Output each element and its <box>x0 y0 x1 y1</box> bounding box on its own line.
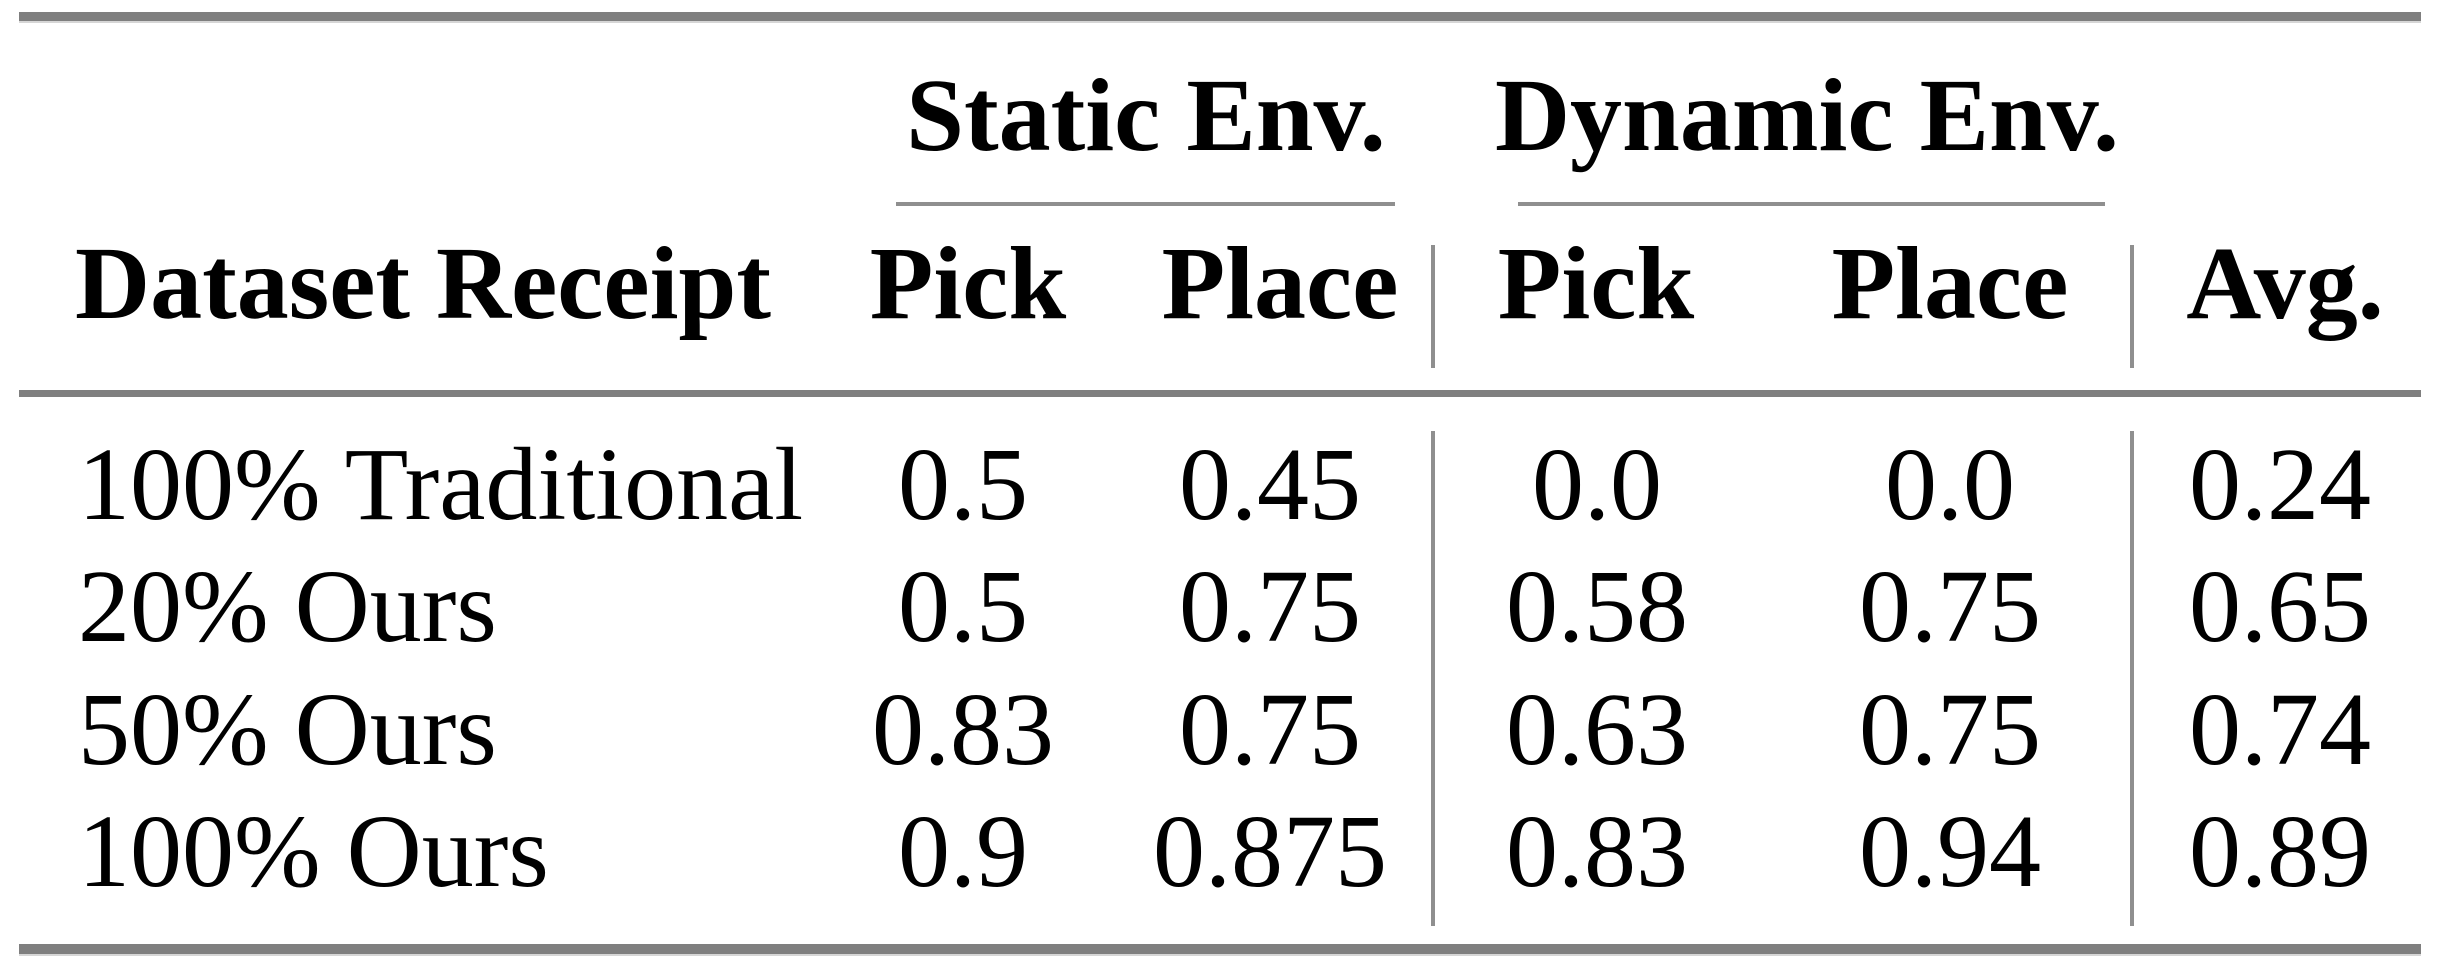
cell-static-place: 0.45 <box>1179 427 1361 542</box>
cell-dynamic-place: 0.94 <box>1859 794 2041 909</box>
cell-dynamic-place: 0.0 <box>1885 427 2015 542</box>
cell-dynamic-pick: 0.83 <box>1506 794 1688 909</box>
cell-dynamic-place: 0.75 <box>1859 549 2041 664</box>
group-header-static-env: Static Env. <box>906 58 1386 173</box>
body-vertical-rule-1 <box>1431 431 1435 926</box>
cell-static-pick: 0.5 <box>898 549 1028 664</box>
cell-static-pick: 0.9 <box>898 794 1028 909</box>
column-header-dynamic-place: Place <box>1831 226 2069 341</box>
row-label: 20% Ours <box>78 549 497 664</box>
cell-avg: 0.65 <box>2189 549 2371 664</box>
static-env-underline <box>896 202 1395 206</box>
row-label: 100% Traditional <box>78 427 804 542</box>
cell-avg: 0.74 <box>2189 672 2371 787</box>
column-header-static-place: Place <box>1161 226 1399 341</box>
table-bottom-rule-shadow <box>19 954 2421 956</box>
cell-static-pick: 0.83 <box>872 672 1054 787</box>
cell-static-place: 0.75 <box>1179 549 1361 664</box>
header-vertical-rule-1 <box>1431 245 1435 368</box>
row-label: 100% Ours <box>78 794 549 909</box>
cell-dynamic-pick: 0.58 <box>1506 549 1688 664</box>
table-bottom-rule <box>19 944 2421 954</box>
cell-static-place: 0.875 <box>1153 794 1387 909</box>
body-vertical-rule-2 <box>2130 431 2134 926</box>
table-top-rule-shadow <box>19 21 2421 23</box>
column-header-static-pick: Pick <box>869 226 1067 341</box>
table-top-rule <box>19 12 2421 21</box>
group-header-dynamic-env: Dynamic Env. <box>1494 58 2120 173</box>
cell-avg: 0.89 <box>2189 794 2371 909</box>
cell-dynamic-pick: 0.0 <box>1532 427 1662 542</box>
column-header-dynamic-pick: Pick <box>1497 226 1695 341</box>
column-header-dataset-receipt: Dataset Receipt <box>75 226 771 341</box>
row-label: 50% Ours <box>78 672 497 787</box>
cell-dynamic-pick: 0.63 <box>1506 672 1688 787</box>
table-mid-rule <box>19 390 2421 397</box>
cell-dynamic-place: 0.75 <box>1859 672 2041 787</box>
column-header-avg: Avg. <box>2186 226 2384 341</box>
cell-avg: 0.24 <box>2189 427 2371 542</box>
cell-static-place: 0.75 <box>1179 672 1361 787</box>
dynamic-env-underline <box>1518 202 2105 206</box>
header-vertical-rule-2 <box>2130 245 2134 368</box>
cell-static-pick: 0.5 <box>898 427 1028 542</box>
